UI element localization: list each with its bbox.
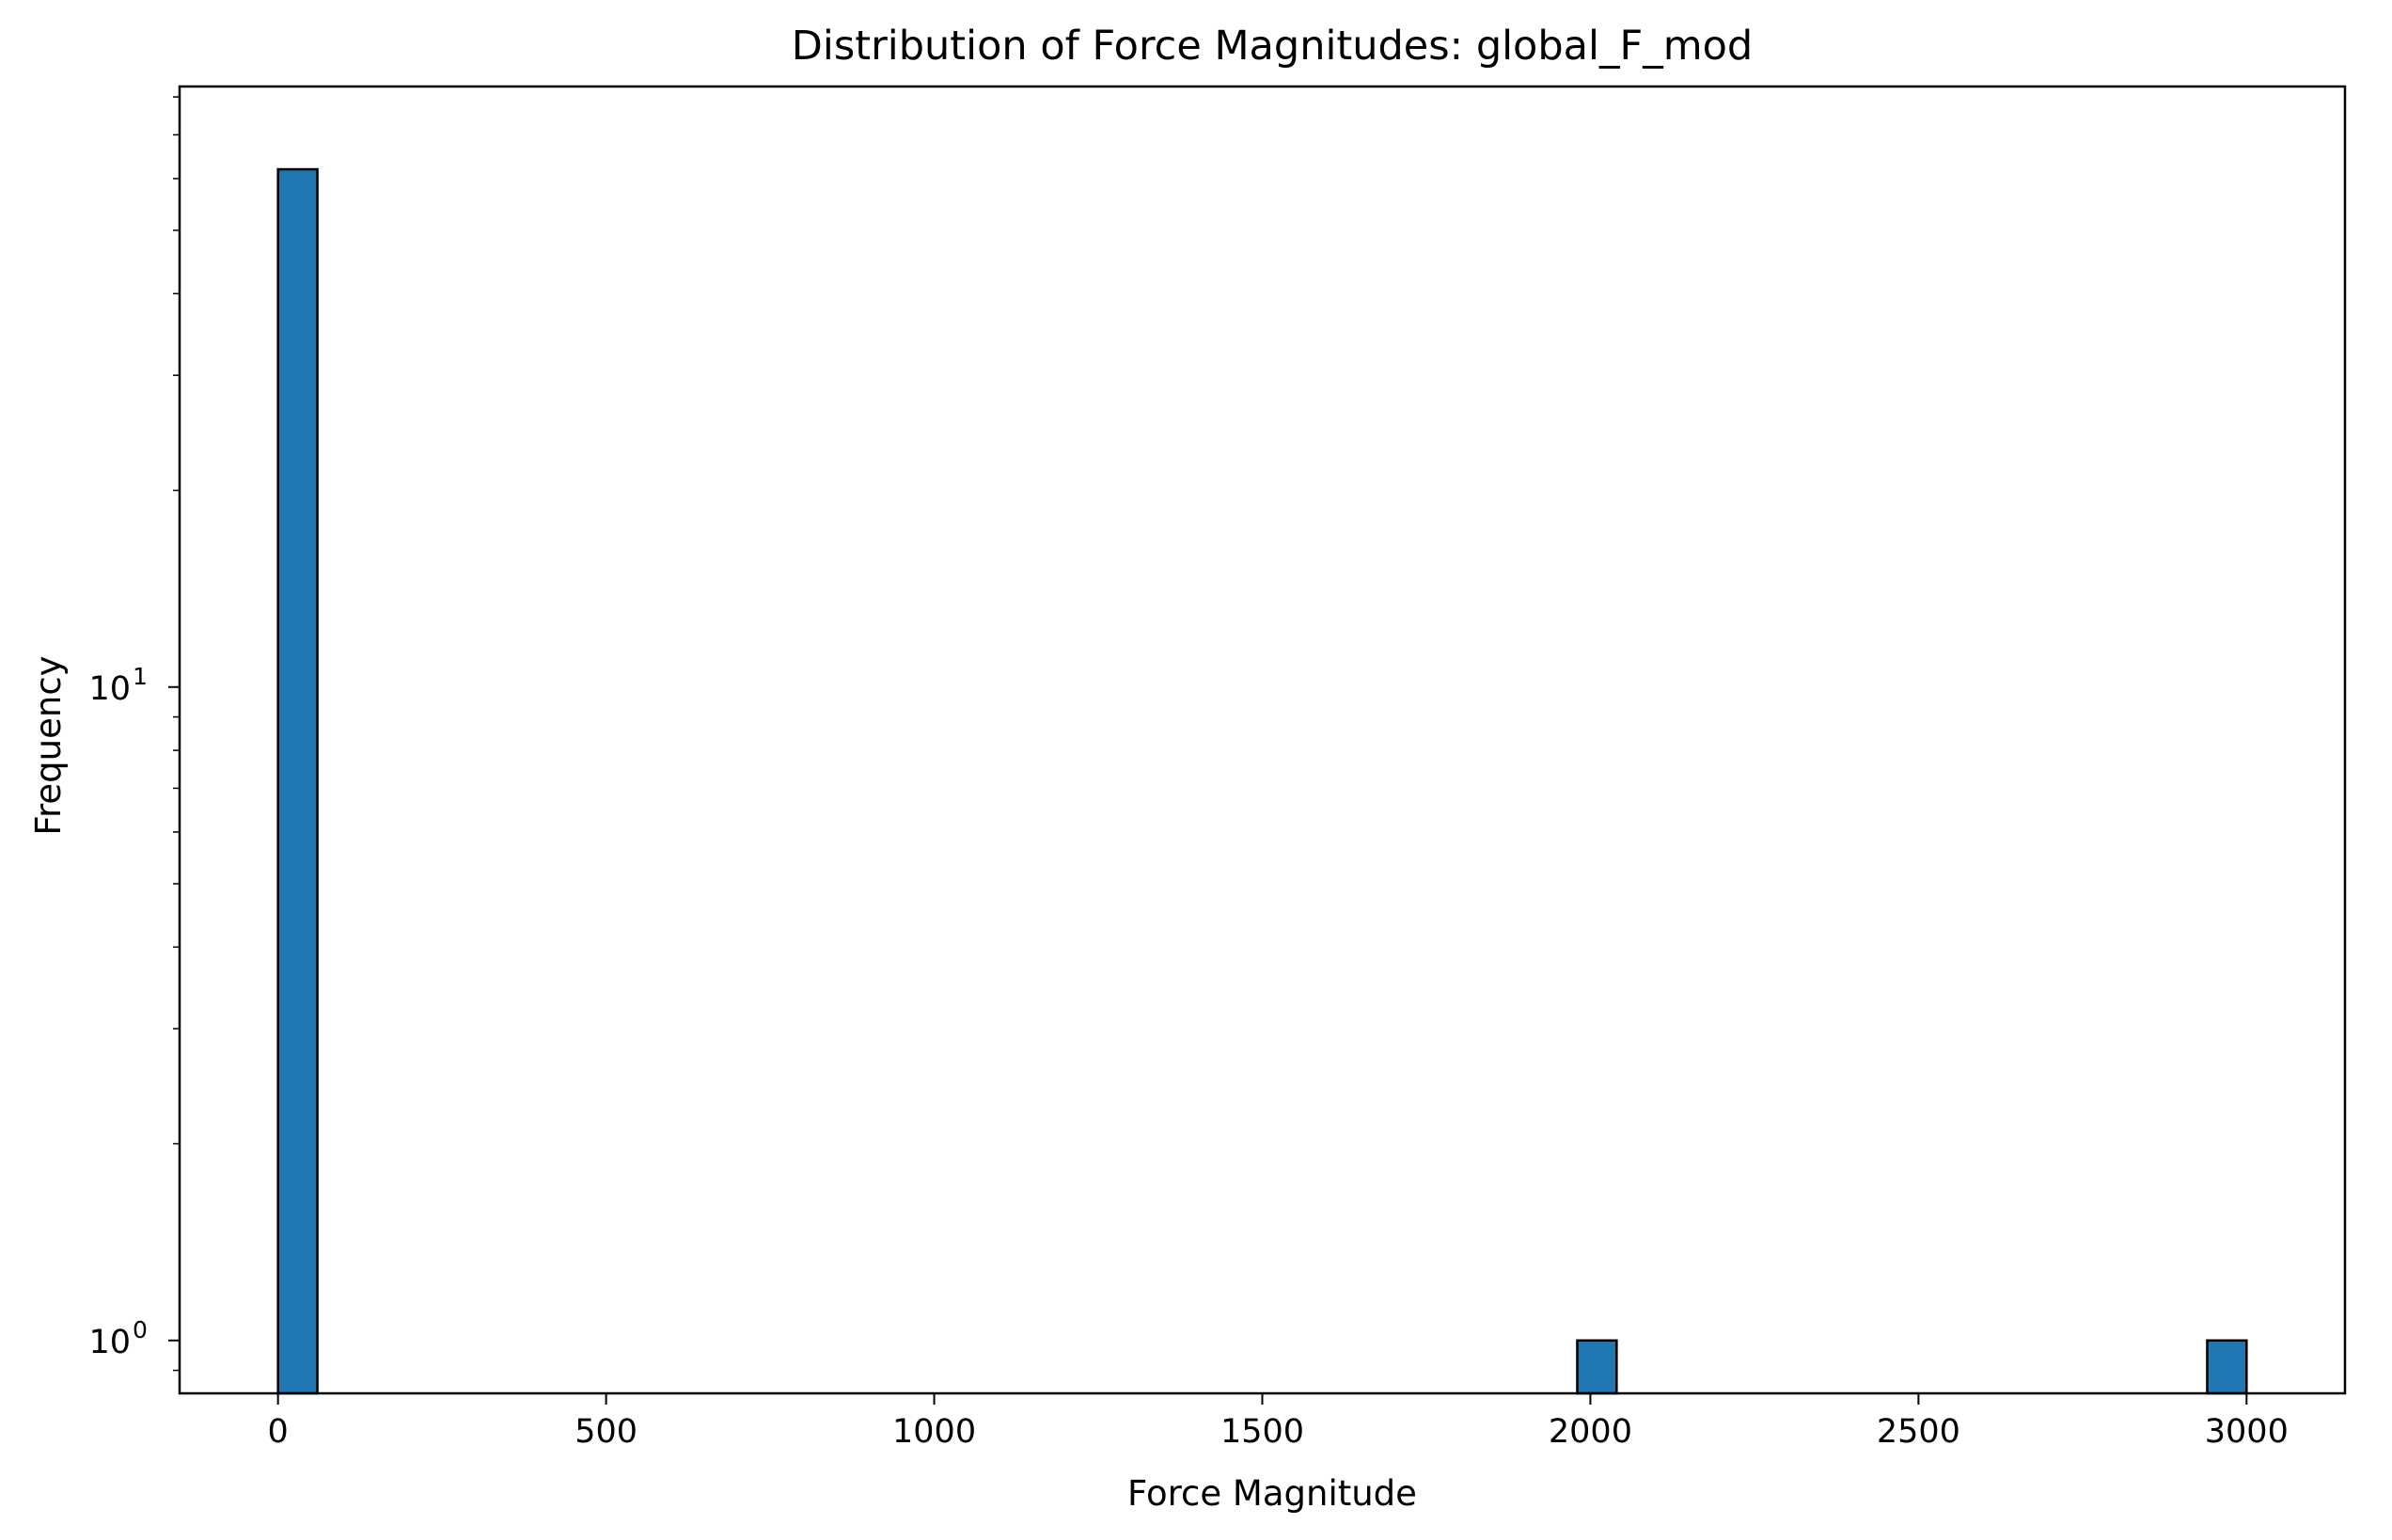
x-axis-label: Force Magnitude [1127,1473,1417,1514]
x-tick-label-6: 3000 [2205,1413,2289,1451]
x-tick-label-3: 1500 [1220,1413,1304,1451]
chart-title: Distribution of Force Magnitudes: global… [792,23,1753,70]
x-tick-label-1: 500 [574,1413,637,1451]
x-tick-label-5: 2500 [1877,1413,1960,1451]
y-tick-label-1: 10 [88,670,131,708]
y-tick-label-0: 10 [88,1324,131,1361]
histogram-bar-0 [276,167,319,1395]
y-tick-label-exponent-1: 1 [133,663,148,690]
x-tick-label-2: 1000 [892,1413,976,1451]
bars-group [276,167,2248,1395]
plot-frame [178,85,2347,1395]
x-tick-label-0: 0 [268,1413,289,1451]
y-axis-label: Frequency [28,655,69,835]
histogram-bar-1 [1576,1339,1618,1395]
y-tick-label-exponent-0: 0 [133,1316,148,1344]
histogram-bar-2 [2206,1339,2248,1395]
x-axis-ticks: 0 500 1000 1500 2000 2500 3000 [268,1393,2289,1451]
x-tick-label-4: 2000 [1549,1413,1632,1451]
